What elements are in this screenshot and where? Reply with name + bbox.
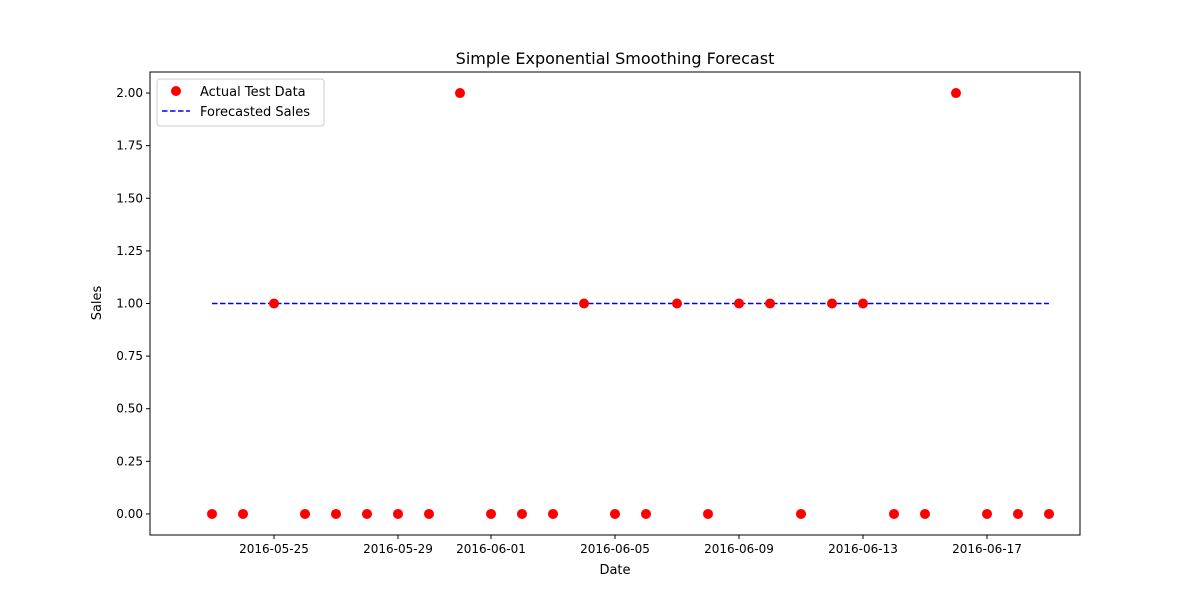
data-point [982,508,992,519]
data-point [951,88,961,99]
x-axis: 2016-05-25 2016-05-29 2016-06-01 2016-06-05… [239,535,1022,556]
data-point [424,508,434,519]
y-tick-label: 1.00 [116,297,143,311]
y-tick-label: 0.25 [116,454,143,468]
legend-label-forecast: Forecasted Sales [200,105,310,120]
x-tick-label: 2016-05-25 [239,542,309,556]
data-point [486,508,496,519]
x-tick-label: 2016-06-05 [580,542,650,556]
data-point [1044,508,1054,519]
data-point [703,508,713,519]
x-tick-label: 2016-05-29 [363,542,433,556]
data-point [548,508,558,519]
data-point [858,298,868,309]
data-point [827,298,837,309]
data-point [393,508,403,519]
legend-marker-actual [171,86,181,96]
x-axis-label: Date [599,563,630,578]
data-point [362,508,372,519]
data-point [641,508,651,519]
y-axis-label: Sales [90,285,105,320]
x-tick-label: 2016-06-13 [828,542,898,556]
data-point [517,508,527,519]
y-tick-label: 1.75 [116,139,143,153]
data-point [207,508,217,519]
data-point [734,298,744,309]
data-point [269,298,279,309]
data-point [672,298,682,309]
y-tick-label: 1.50 [116,191,143,205]
chart-title: Simple Exponential Smoothing Forecast [456,49,775,68]
y-axis: 0.00 0.25 0.50 0.75 1.00 1.25 1.50 1.75 2.00 [116,86,150,521]
data-point [610,508,620,519]
x-tick-label: 2016-06-09 [704,542,774,556]
y-tick-label: 1.25 [116,244,143,258]
y-tick-label: 0.75 [116,349,143,363]
data-point [331,508,341,519]
data-point [238,508,248,519]
data-point [579,298,589,309]
y-tick-label: 0.50 [116,402,143,416]
y-tick-label: 2.00 [116,86,143,100]
data-point [765,298,775,309]
x-tick-label: 2016-06-17 [952,542,1022,556]
legend-box [156,78,325,127]
data-point [455,88,465,99]
data-point [300,508,310,519]
y-tick-label: 0.00 [116,507,143,521]
legend-label-actual: Actual Test Data [200,85,306,100]
legend: Actual Test Data Forecasted Sales [156,78,325,127]
data-point [920,508,930,519]
data-point [796,508,806,519]
data-point [889,508,899,519]
actual-series [207,88,1054,519]
x-tick-label: 2016-06-01 [456,542,526,556]
data-point [1013,508,1023,519]
